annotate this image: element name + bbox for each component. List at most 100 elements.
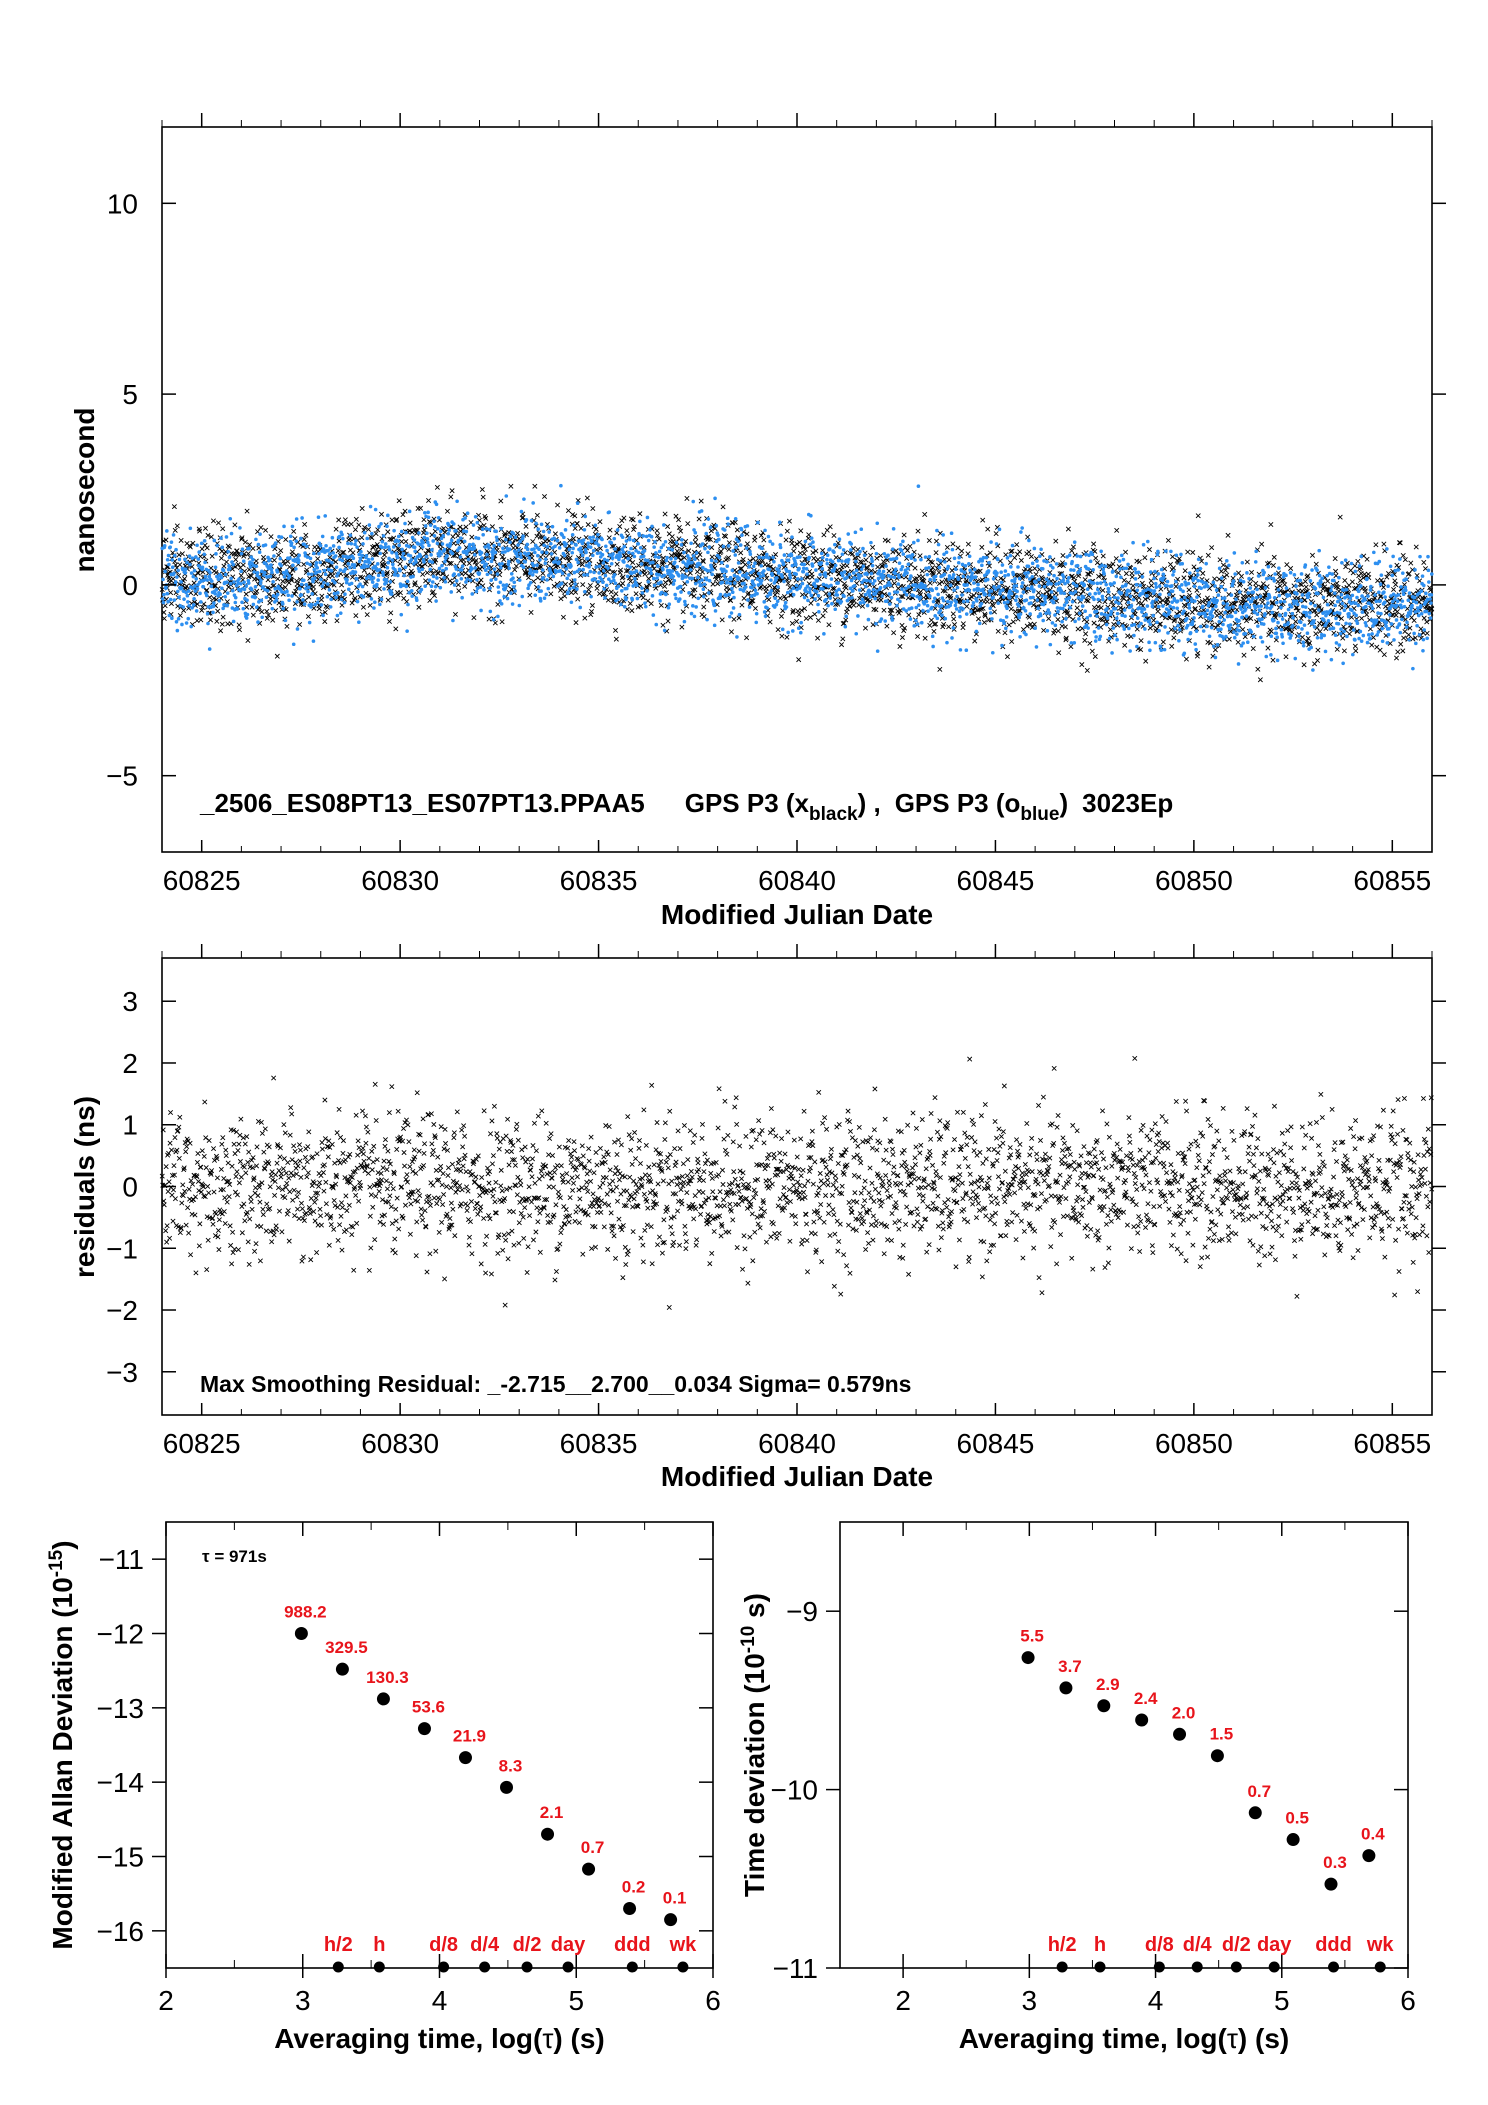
data-point [788,575,793,580]
data-point [855,552,860,556]
data-point [898,599,902,604]
data-point [384,571,390,577]
data-point [935,528,939,533]
data-point [316,515,321,519]
data-point [489,524,495,530]
data-point [675,564,680,569]
data-point [893,567,898,572]
data-point [707,545,711,549]
data-point [801,569,806,574]
data-point [811,540,815,544]
data-point [331,544,336,548]
data-point [454,567,459,571]
data-point [587,583,593,589]
data-point [246,581,251,585]
data-point [567,587,572,591]
data-point [491,617,496,622]
data-point [525,547,530,552]
data-point [543,561,548,565]
data-point [964,612,969,616]
data-point [301,561,307,567]
data-point [297,621,303,628]
data-point [524,518,529,522]
data-point [955,585,960,590]
data-point [211,604,216,609]
data-point [593,523,598,528]
data-point [885,599,889,603]
data-point [374,541,380,547]
data-point [233,600,238,605]
data-point [360,553,364,558]
data-point [840,573,845,578]
data-point [761,573,766,578]
data-point [1265,645,1271,651]
data-point [240,562,246,568]
data-point [726,522,730,527]
data-point [897,575,901,579]
data-point [440,542,445,546]
data-point [958,648,963,652]
data-point [459,536,463,540]
data-point [536,527,541,531]
data-point [194,577,199,581]
data-point [253,558,259,564]
data-point [767,619,773,625]
data-point [729,577,733,581]
data-point [338,611,343,615]
data-point [613,581,618,586]
data-point [480,494,486,500]
data-point [209,553,215,559]
data-point [348,533,353,538]
data-point [696,596,701,601]
data-point [912,565,918,571]
data-point [737,612,742,617]
data-point [288,556,292,560]
data-point [492,620,498,626]
data-point [446,523,451,527]
data-point [636,550,641,555]
data-point [532,483,538,489]
data-point [278,556,283,561]
data-point [820,613,826,619]
data-point [431,593,437,599]
data-point [223,594,228,599]
data-point [972,567,977,572]
data-point [513,535,518,540]
data-point [355,562,361,568]
data-point [174,619,179,624]
data-point [1195,513,1201,519]
data-point [769,588,774,593]
data-point [282,524,286,529]
data-point [965,583,969,587]
data-point [679,590,683,594]
data-point [946,557,952,563]
data-point [946,599,950,604]
data-point [784,634,790,640]
data-point [311,639,316,643]
data-point [492,543,496,548]
data-point [849,542,853,546]
data-point [487,527,492,532]
data-point [583,514,588,519]
data-point [570,541,574,545]
data-point [684,495,690,501]
data-point [299,593,304,597]
data-point [276,600,282,606]
data-point [1151,617,1157,623]
data-point [346,541,350,546]
data-point [590,539,594,544]
data-point [526,586,530,591]
data-point [1213,608,1219,614]
data-point [236,627,243,633]
data-point [811,545,816,549]
data-point [738,550,744,556]
data-point [192,596,196,601]
data-point [810,564,815,568]
data-point [765,606,769,610]
data-point [427,543,431,548]
data-point [975,599,979,603]
data-point [396,498,402,504]
data-point [343,567,348,571]
data-point [330,560,334,565]
data-point [909,556,914,561]
